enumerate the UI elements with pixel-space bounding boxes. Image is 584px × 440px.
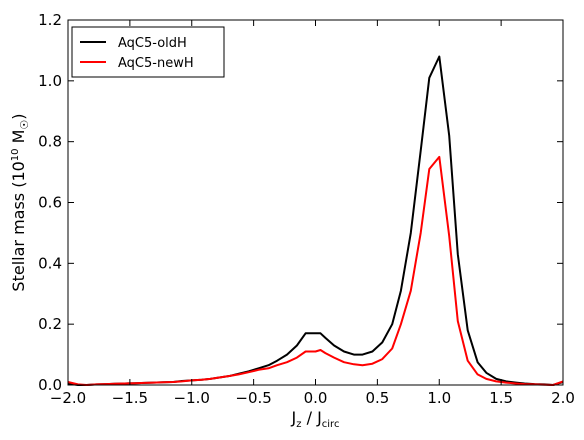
x-tick-label: −2.0: [50, 389, 86, 407]
legend-box: [71, 26, 225, 78]
ticks-layer: −2.0 −1.5 −1.0 −0.5 0.0 0.5 1.0 1.5 2.0 0.0 0.2 0.4…: [38, 11, 575, 407]
legend: AqC5-oldH AqC5-newH: [71, 26, 225, 78]
x-axis-label: Jz / Jcirc: [291, 408, 340, 430]
y-tick-label: 0.2: [38, 315, 62, 333]
series-line-aqc5-oldh: [67, 55, 564, 386]
legend-label-aqc5-oldh: AqC5-oldH: [118, 36, 187, 51]
x-tick-label: 0.0: [304, 389, 328, 407]
y-tick-label: 0.0: [38, 376, 62, 394]
legend-label-aqc5-newh: AqC5-newH: [118, 56, 194, 71]
series-layer: [67, 55, 564, 386]
x-tick-label: −0.5: [235, 389, 271, 407]
series-line-aqc5-newh: [67, 155, 564, 386]
x-tick-label: −1.0: [174, 389, 210, 407]
x-tick-label: 1.5: [489, 389, 513, 407]
y-tick-label: 0.8: [38, 133, 62, 151]
x-tick-label: −1.5: [112, 389, 148, 407]
x-tick-label: 0.5: [365, 389, 389, 407]
y-tick-label: 0.4: [38, 254, 62, 272]
y-tick-label: 1.2: [38, 11, 62, 29]
x-tick-label: 1.0: [427, 389, 451, 407]
y-tick-label: 1.0: [38, 72, 62, 90]
y-tick-label: 0.6: [38, 194, 62, 212]
x-tick-label: 2.0: [551, 389, 575, 407]
y-axis-label: Stellar mass (1010 M☉): [9, 113, 31, 291]
